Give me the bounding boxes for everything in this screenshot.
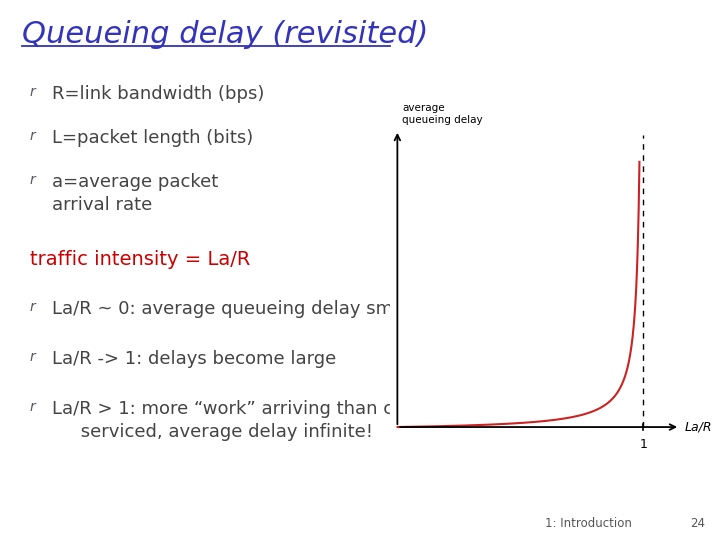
Text: traffic intensity = La/R: traffic intensity = La/R [30, 250, 251, 269]
Text: r: r [30, 85, 36, 99]
Text: La/R > 1: more “work” arriving than can be
     serviced, average delay infinite: La/R > 1: more “work” arriving than can … [52, 400, 444, 441]
Text: 1: 1 [639, 437, 647, 451]
Text: La/R ~ 0: average queueing delay small: La/R ~ 0: average queueing delay small [52, 300, 415, 318]
Text: r: r [30, 129, 36, 143]
Text: average
queueing delay: average queueing delay [402, 103, 483, 125]
Text: r: r [30, 350, 36, 364]
Text: L=packet length (bits): L=packet length (bits) [52, 129, 253, 147]
Text: r: r [30, 400, 36, 414]
Text: 24: 24 [690, 517, 705, 530]
Text: r: r [30, 173, 36, 187]
Text: r: r [30, 300, 36, 314]
Text: a=average packet
arrival rate: a=average packet arrival rate [52, 173, 218, 214]
Text: Queueing delay (revisited): Queueing delay (revisited) [22, 20, 428, 49]
Text: 1: Introduction: 1: Introduction [545, 517, 632, 530]
Text: La/R: La/R [685, 421, 712, 434]
Text: La/R -> 1: delays become large: La/R -> 1: delays become large [52, 350, 336, 368]
Text: R=link bandwidth (bps): R=link bandwidth (bps) [52, 85, 264, 103]
